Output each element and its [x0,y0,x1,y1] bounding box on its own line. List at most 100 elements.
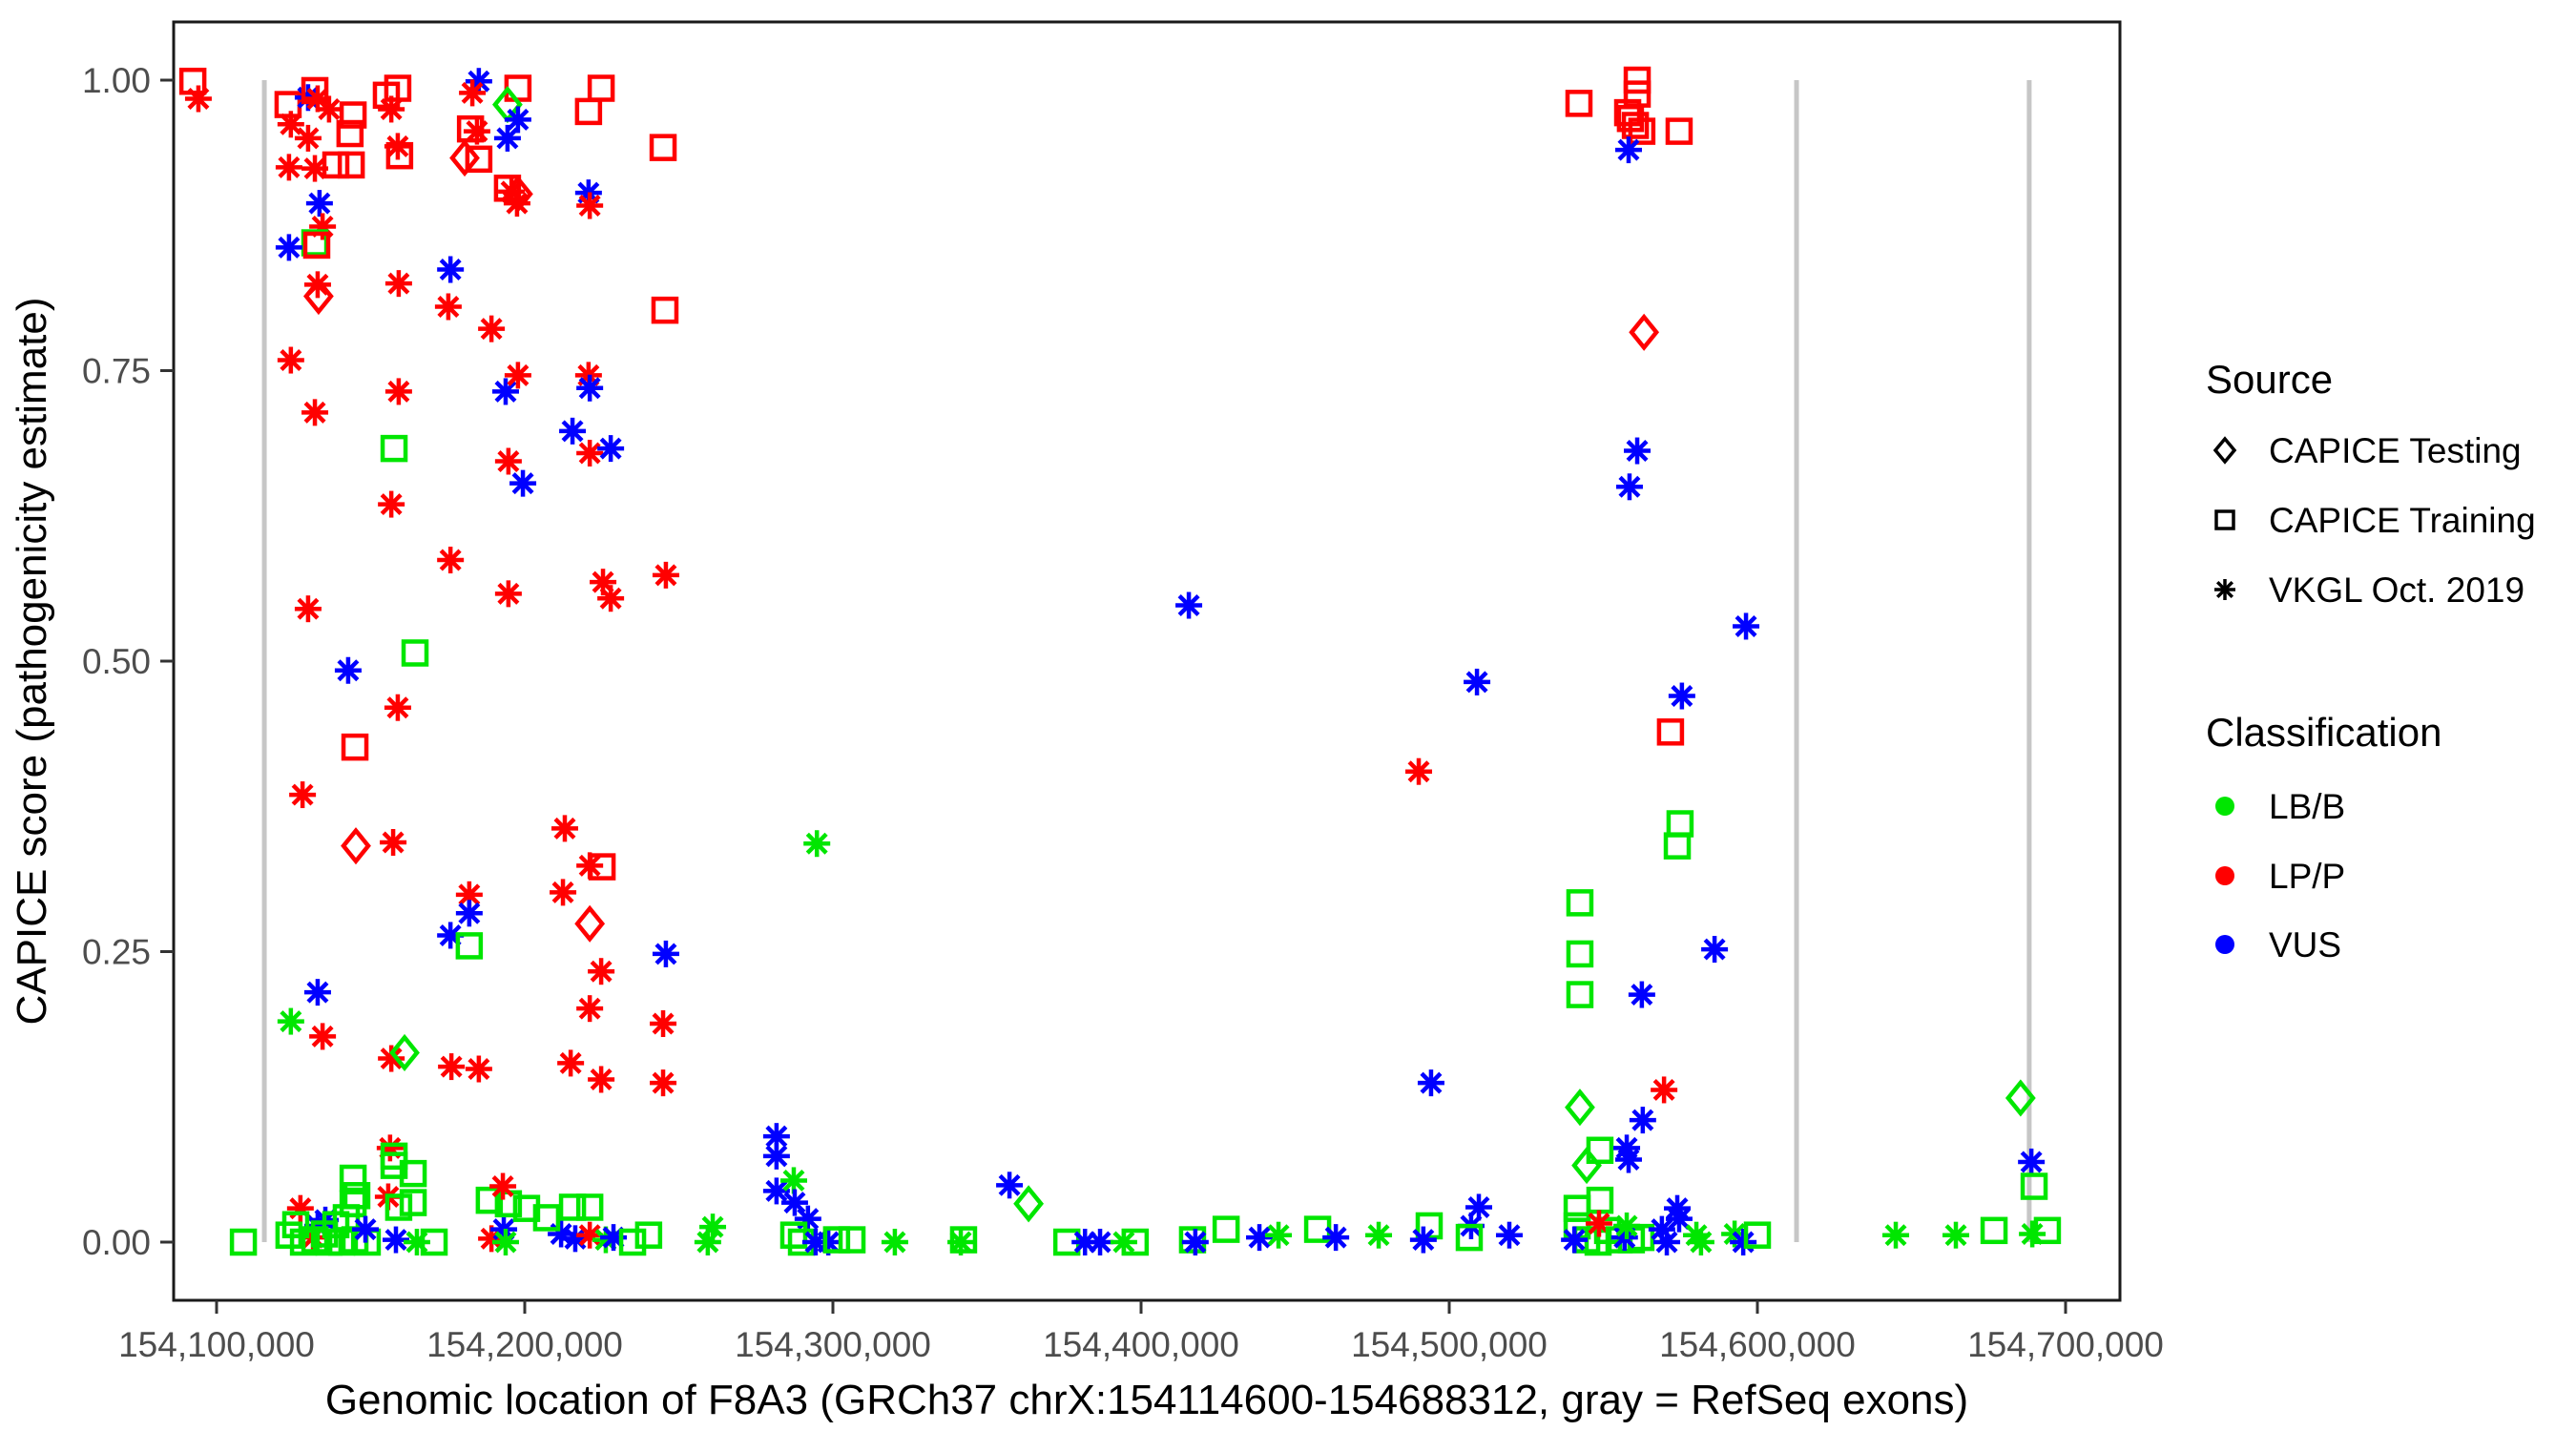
data-point [803,830,831,858]
legend-classification-dot-icon [2215,866,2234,885]
y-axis-tick-label: 1.00 [82,61,151,100]
data-point [1668,682,1695,710]
data-point [588,958,615,985]
data-point [184,85,212,113]
data-point [559,417,587,445]
data-point [399,1159,427,1188]
legend-source-item-label: CAPICE Testing [2269,431,2522,470]
data-point [420,1228,448,1256]
data-point [339,1164,367,1192]
data-point [649,134,677,161]
data-point [1212,1215,1240,1243]
data-point [550,879,577,906]
x-axis-tick-label: 154,600,000 [1659,1325,1856,1364]
data-point [1942,1221,1970,1249]
data-point [652,561,679,589]
data-point [378,490,405,518]
data-point [1665,117,1693,145]
legend-classification-item-label: LP/P [2269,857,2345,896]
legend-key-asterisk-icon [2214,579,2235,600]
data-point [1614,136,1642,164]
data-point [455,932,484,960]
x-axis-tick-label: 154,300,000 [735,1325,931,1364]
data-point [881,1229,908,1255]
data-point [822,1226,851,1254]
data-point [465,145,493,174]
data-point [337,151,365,179]
data-point [815,1229,842,1255]
data-point [1614,1146,1642,1173]
data-point [694,1229,721,1255]
data-point [1175,591,1203,619]
data-point [294,595,322,623]
data-point [301,399,329,426]
data-point [2018,1148,2046,1175]
data-point [378,95,405,123]
data-point [618,1228,647,1256]
data-point [303,979,331,1006]
data-point [315,95,343,123]
data-point [574,97,603,126]
data-point [2033,1216,2062,1245]
data-point [465,1055,492,1083]
data-point [277,111,304,138]
data-point [382,1226,409,1254]
data-point [1565,90,1593,117]
data-point [385,141,414,170]
data-point [456,114,485,143]
data-point [437,547,465,574]
data-point [597,435,625,463]
data-point [399,1189,427,1216]
data-point [551,815,578,842]
data-point [229,1228,258,1256]
data-point [1980,1216,2008,1245]
data-point [1561,1226,1589,1254]
data-point [302,231,331,259]
data-point [281,1211,310,1238]
data-point [1613,1212,1641,1239]
data-point [339,1190,367,1218]
data-point [1566,940,1594,968]
data-point [588,1066,615,1093]
data-point [378,1045,405,1072]
data-point [1405,757,1433,785]
data-point [305,190,333,218]
data-point [1701,936,1729,964]
data-point [574,904,606,943]
data-point [1628,981,1655,1008]
y-axis-tick-label: 0.00 [82,1223,151,1262]
data-point [1566,889,1594,917]
y-axis-tick-label: 0.50 [82,642,151,681]
data-point [652,940,679,967]
data-point [1181,1229,1209,1255]
data-point [1629,313,1660,351]
data-point [384,1193,413,1221]
y-axis-title: CAPICE score (pathogenicity estimate) [9,298,55,1026]
data-points-layer [178,66,2062,1256]
data-point [384,378,412,405]
x-axis-tick-label: 154,400,000 [1043,1325,1239,1364]
data-point [1651,1076,1678,1104]
data-point [650,1069,677,1097]
data-point [380,434,408,463]
data-point [449,139,480,177]
data-point [1178,1226,1207,1254]
data-point [1455,1223,1484,1252]
data-point [1663,832,1692,860]
data-point [794,1205,821,1233]
x-axis-tick-label: 154,700,000 [1967,1325,2164,1364]
data-point [389,1033,420,1072]
legend-classification-dot-icon [2215,935,2234,954]
legend-source-title: Source [2206,357,2333,402]
legend-source-item-label: VKGL Oct. 2019 [2269,570,2524,610]
data-point [384,133,411,160]
data-point [1265,1221,1293,1249]
data-point [1409,1226,1437,1254]
data-point [1624,437,1652,465]
x-axis-tick-label: 154,200,000 [426,1325,623,1364]
data-point [384,694,411,721]
data-point [1464,668,1491,695]
